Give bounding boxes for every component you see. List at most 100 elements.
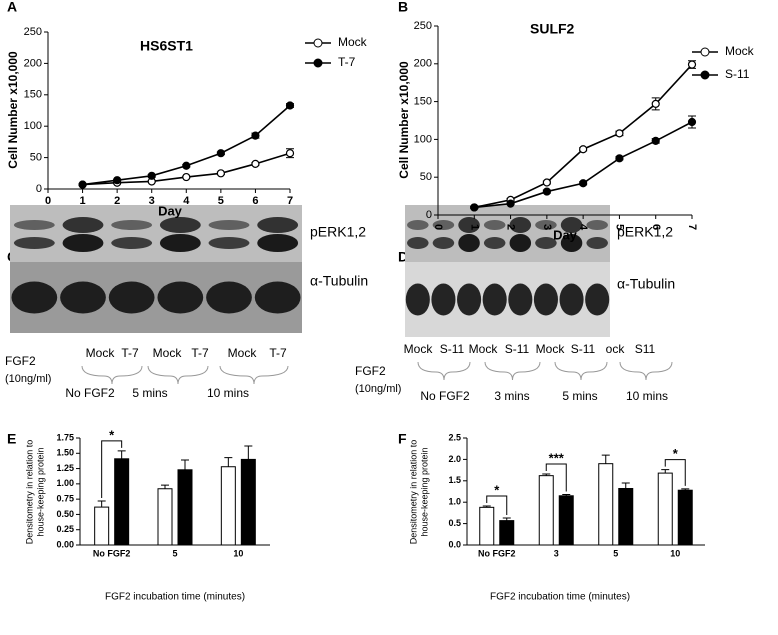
bar bbox=[558, 495, 574, 546]
point bbox=[615, 129, 624, 138]
group-label: 5 mins bbox=[132, 386, 167, 400]
point bbox=[113, 176, 122, 185]
x-tick-label: 10 bbox=[670, 548, 680, 558]
point bbox=[251, 159, 260, 168]
band-perk1 bbox=[13, 220, 55, 230]
legend-label: Mock bbox=[338, 35, 368, 49]
y-tick-label: 1.75 bbox=[56, 432, 74, 442]
bar bbox=[479, 506, 495, 546]
brace bbox=[417, 361, 471, 381]
x-tick-label: 1 bbox=[80, 195, 86, 207]
y-axis-label: Densitometry in relation to bbox=[408, 440, 418, 545]
x-tick-label: 5 bbox=[218, 195, 224, 207]
band-perk2 bbox=[111, 237, 153, 249]
brace bbox=[219, 365, 289, 385]
y-tick-label: 1.5 bbox=[448, 475, 461, 485]
error-bar bbox=[161, 484, 169, 489]
band-perk2 bbox=[535, 237, 557, 249]
point bbox=[687, 117, 697, 127]
lane-label: S-11 bbox=[440, 342, 465, 356]
band-perk2 bbox=[208, 237, 250, 249]
significance-bracket bbox=[664, 459, 686, 486]
y-tick-label: 2.0 bbox=[448, 454, 461, 464]
x-tick-label: 0 bbox=[432, 224, 444, 230]
x-tick-label: 2 bbox=[114, 195, 120, 207]
point bbox=[216, 169, 225, 178]
group-label: 3 mins bbox=[494, 389, 529, 403]
error-bar bbox=[117, 450, 126, 459]
band-perk1 bbox=[586, 220, 608, 230]
group-label: No FGF2 bbox=[65, 386, 115, 400]
band-perk1 bbox=[458, 217, 480, 233]
y-tick-label: 2.5 bbox=[448, 432, 461, 442]
legend-label: Mock bbox=[725, 44, 755, 58]
lane-label: T-7 bbox=[191, 346, 209, 360]
point bbox=[470, 203, 479, 212]
band-label: pERK1,2 bbox=[617, 224, 673, 240]
band-tubulin bbox=[60, 281, 106, 314]
x-tick-label: 1 bbox=[468, 224, 480, 230]
band-perk2 bbox=[483, 237, 506, 249]
bar bbox=[677, 489, 693, 546]
bar bbox=[598, 463, 614, 546]
point bbox=[182, 172, 191, 182]
band-perk1 bbox=[407, 220, 429, 230]
brace bbox=[619, 361, 673, 381]
bar bbox=[240, 458, 256, 546]
band-perk1 bbox=[483, 220, 506, 230]
y-tick-label: 250 bbox=[24, 26, 42, 38]
brace bbox=[554, 361, 608, 381]
lane-label: S-11 bbox=[505, 342, 530, 356]
significance-bracket bbox=[545, 463, 567, 492]
bar bbox=[499, 520, 515, 546]
band-perk2 bbox=[257, 234, 299, 252]
point bbox=[147, 171, 156, 180]
y-tick-label: 0.00 bbox=[56, 539, 74, 549]
point bbox=[506, 199, 515, 208]
point bbox=[251, 131, 260, 140]
point bbox=[78, 180, 87, 189]
error-bar bbox=[661, 469, 670, 474]
y-tick-label: 0 bbox=[36, 183, 42, 195]
y-tick-label: 200 bbox=[24, 57, 42, 69]
lane-label: ock bbox=[606, 342, 626, 356]
error-bar bbox=[224, 457, 233, 467]
panel-letter: A bbox=[7, 0, 17, 15]
band-label: α-Tubulin bbox=[617, 276, 675, 292]
band-tubulin bbox=[11, 281, 58, 314]
band-tubulin bbox=[431, 283, 456, 316]
brace bbox=[147, 365, 209, 385]
error-bar bbox=[601, 454, 610, 464]
lane-label: S-11 bbox=[571, 342, 596, 356]
band-tubulin bbox=[559, 283, 584, 316]
x-tick-label: 10 bbox=[233, 548, 243, 558]
chart-title: HS6ST1 bbox=[140, 38, 193, 54]
point bbox=[651, 136, 660, 146]
treatment-label: FGF2 bbox=[355, 364, 386, 378]
band-perk2 bbox=[432, 237, 455, 249]
band-perk2 bbox=[458, 234, 480, 252]
error-bar bbox=[482, 505, 491, 508]
significance-label: *** bbox=[549, 450, 565, 465]
bar bbox=[157, 488, 173, 546]
point bbox=[216, 149, 225, 158]
y-tick-label: 1.25 bbox=[56, 463, 74, 473]
band-tubulin bbox=[405, 283, 430, 316]
significance-label: * bbox=[109, 427, 115, 442]
error-bar bbox=[562, 493, 571, 496]
error-bar bbox=[97, 500, 106, 508]
point bbox=[651, 99, 660, 108]
panel-letter: F bbox=[398, 431, 407, 447]
band-tubulin bbox=[206, 281, 252, 314]
band-perk1 bbox=[111, 220, 153, 230]
y-tick-label: 1.50 bbox=[56, 448, 74, 458]
y-tick-label: 100 bbox=[414, 133, 432, 145]
group-label: 10 mins bbox=[626, 389, 668, 403]
band-tubulin bbox=[457, 283, 482, 316]
x-axis-label: FGF2 incubation time (minutes) bbox=[105, 592, 245, 603]
legend-label: S-11 bbox=[725, 67, 750, 81]
band-perk1 bbox=[432, 220, 455, 230]
lane-label: Mock bbox=[86, 346, 116, 360]
significance-label: * bbox=[494, 482, 500, 497]
